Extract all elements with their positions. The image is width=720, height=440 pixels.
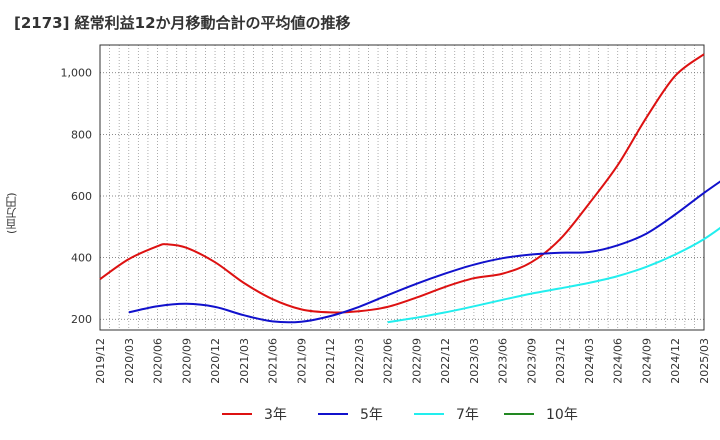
x-tick-label: 2022/09 <box>410 338 423 384</box>
x-tick-label: 2020/12 <box>209 338 222 384</box>
x-tick-label: 2022/06 <box>382 338 395 384</box>
x-tick-label: 2020/03 <box>123 338 136 384</box>
x-tick-label: 2021/09 <box>295 338 308 384</box>
series-line-2 <box>128 180 720 324</box>
x-tick-label: 2025/03 <box>698 338 711 384</box>
x-tick-label: 2020/06 <box>152 338 165 384</box>
x-tick-label: 2021/03 <box>238 338 251 384</box>
x-tick-label: 2020/09 <box>180 338 193 384</box>
x-tick-label: 2021/12 <box>324 338 337 384</box>
x-tick-label: 2023/03 <box>468 338 481 384</box>
series-line-3 <box>387 226 720 324</box>
x-tick-label: 2022/12 <box>439 338 452 384</box>
chart-title: [2173] 経常利益12か月移動合計の平均値の推移 <box>14 14 351 32</box>
y-tick-label: 200 <box>71 313 92 326</box>
y-tick-label: 800 <box>71 128 92 141</box>
x-tick-label: 2024/12 <box>669 338 682 384</box>
x-tick-label: 2019/12 <box>94 338 107 384</box>
x-tick-label: 2023/12 <box>554 338 567 384</box>
legend-label-1: 3年 <box>264 407 287 423</box>
x-tick-label: 2022/03 <box>353 338 366 384</box>
plot-area <box>100 45 704 330</box>
legend-label-3: 7年 <box>456 407 479 423</box>
x-tick-label: 2024/06 <box>612 338 625 384</box>
x-tick-label: 2023/06 <box>497 338 510 384</box>
y-tick-label: 400 <box>71 252 92 265</box>
x-tick-label: 2021/06 <box>267 338 280 384</box>
x-tick-label: 2024/03 <box>583 338 596 384</box>
y-tick-label: 600 <box>71 190 92 203</box>
legend-label-4: 10年 <box>546 407 578 423</box>
plot-frame <box>99 44 705 331</box>
series-line-1 <box>99 53 705 314</box>
x-tick-label: 2024/09 <box>640 338 653 384</box>
x-tick-label: 2023/09 <box>525 338 538 384</box>
legend-label-2: 5年 <box>360 407 383 423</box>
y-tick-label: 1,000 <box>61 67 93 80</box>
